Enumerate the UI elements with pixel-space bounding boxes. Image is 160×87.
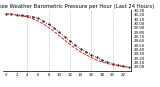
Title: Milwaukee Weather Barometric Pressure per Hour (Last 24 Hours): Milwaukee Weather Barometric Pressure pe… bbox=[0, 4, 154, 9]
